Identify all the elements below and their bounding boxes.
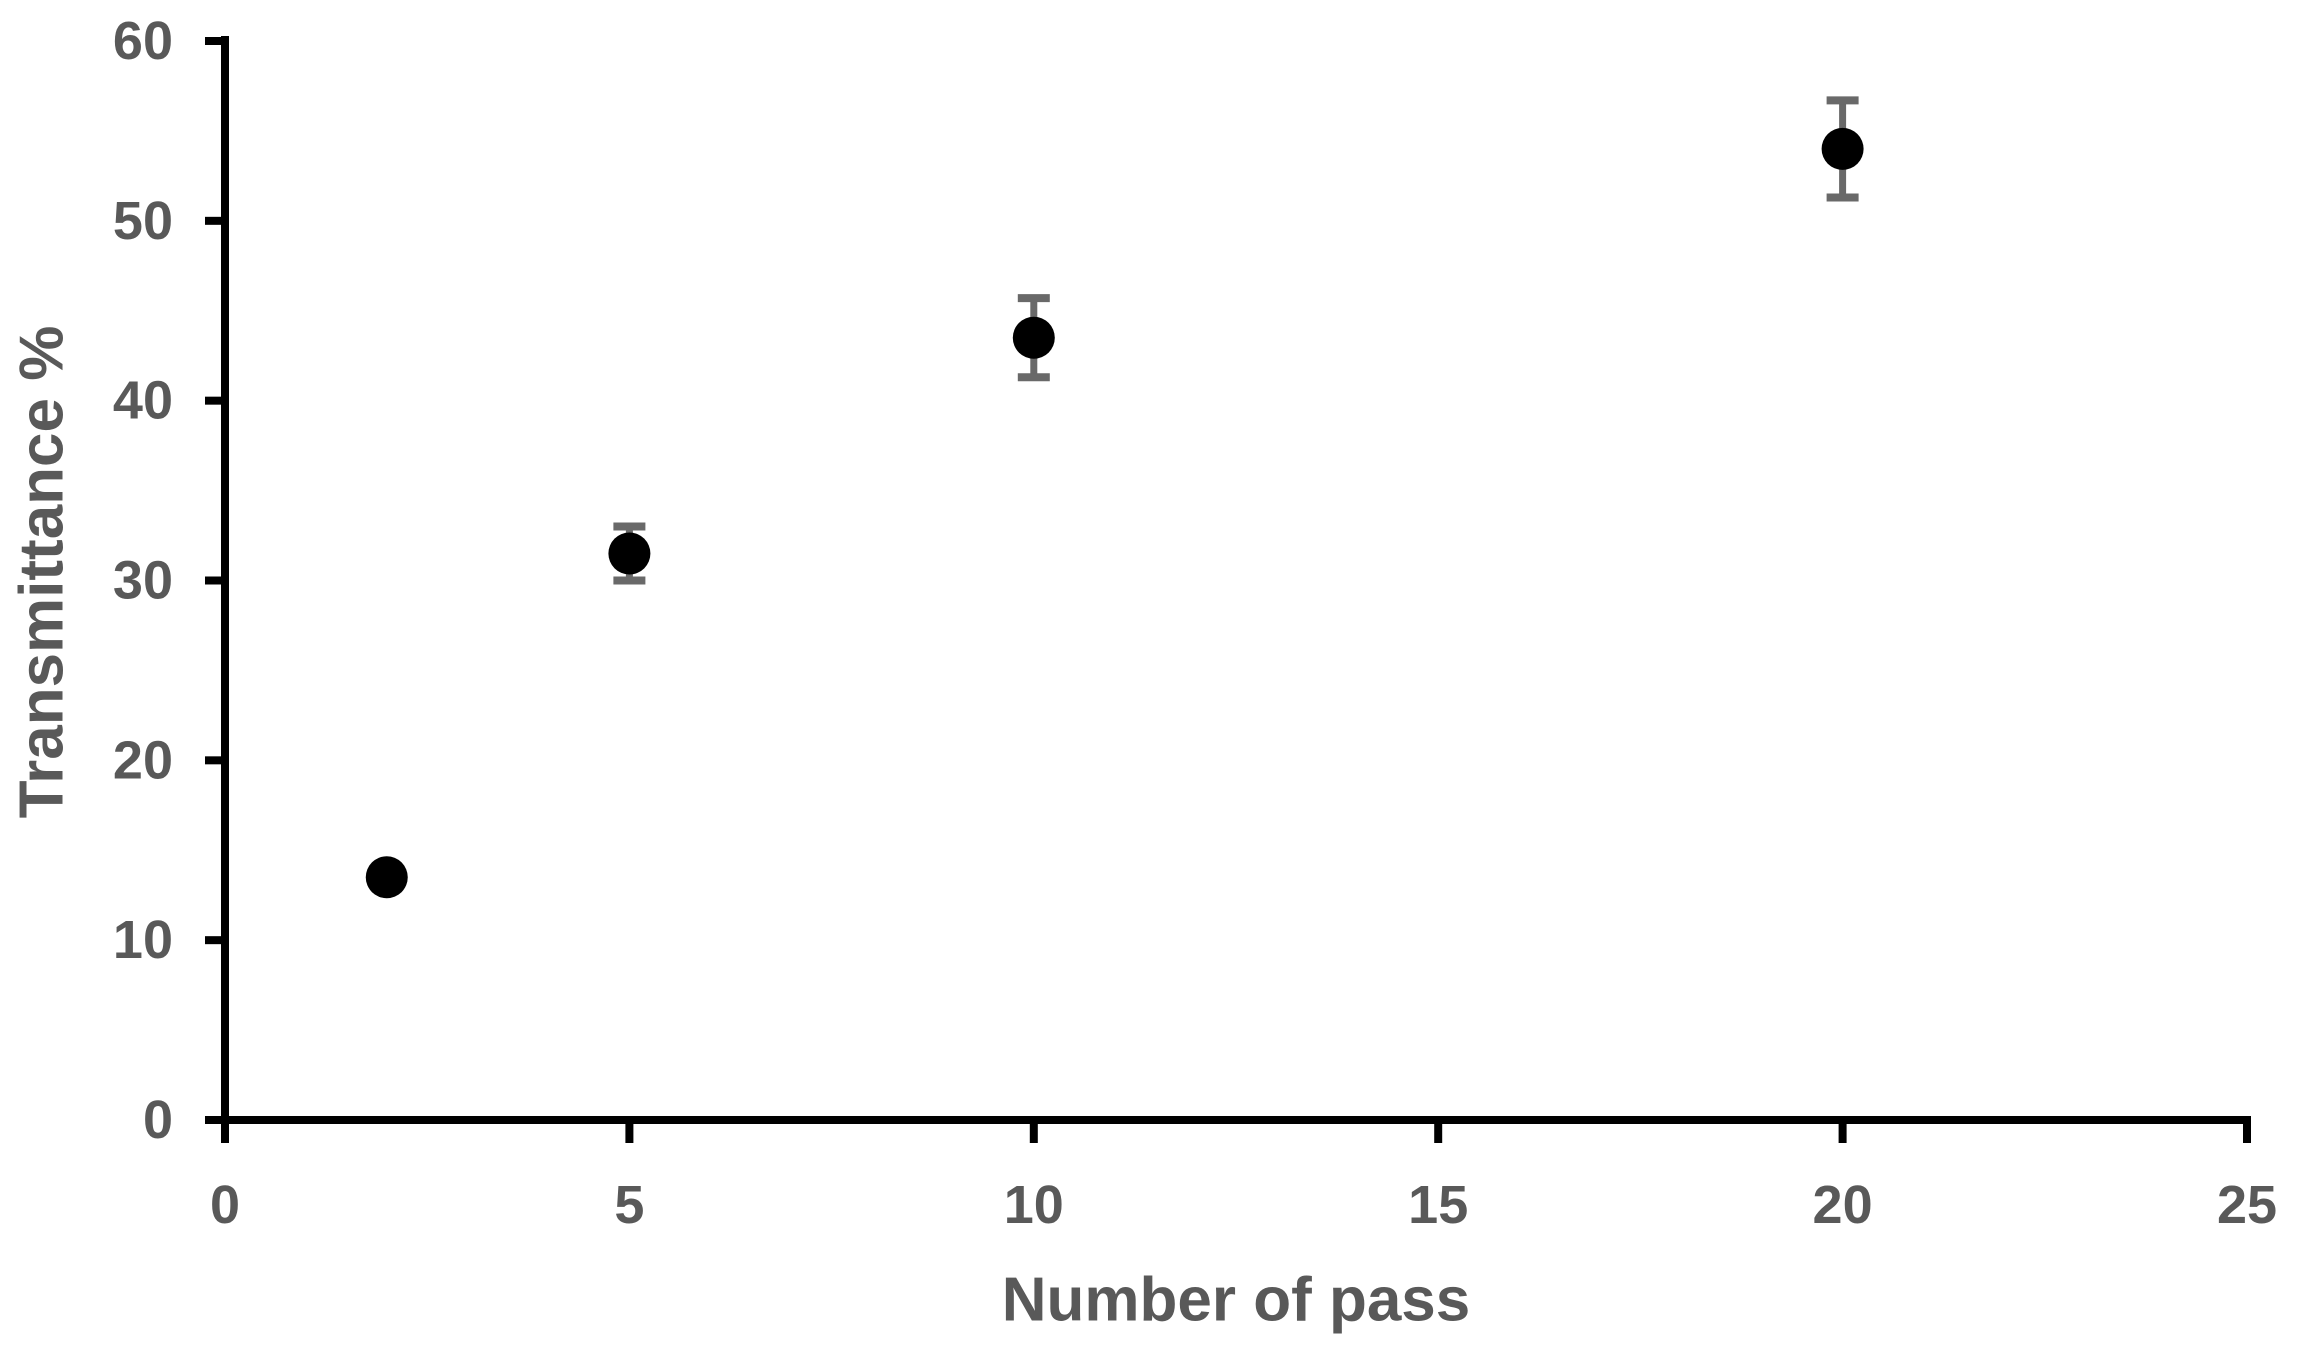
data-point-marker: [608, 532, 651, 575]
x-tick-label: 25: [2217, 1175, 2277, 1235]
y-tick-label: 10: [113, 910, 173, 970]
x-tick-label: 20: [1813, 1175, 1873, 1235]
y-tick-label: 40: [113, 371, 173, 431]
y-axis-title: Transmittance %: [7, 325, 77, 819]
y-tick-label: 60: [113, 11, 173, 71]
y-tick-label: 20: [113, 730, 173, 790]
data-point-marker: [1012, 316, 1055, 359]
y-tick-label: 50: [113, 191, 173, 251]
data-point-marker: [1821, 127, 1864, 170]
x-tick-label: 15: [1408, 1175, 1468, 1235]
x-axis-title: Number of pass: [1001, 1265, 1471, 1335]
x-tick-label: 10: [1004, 1175, 1064, 1235]
data-point-marker: [365, 856, 408, 899]
x-tick-label: 0: [210, 1175, 240, 1235]
y-tick-label: 30: [113, 551, 173, 611]
x-tick-label: 5: [614, 1175, 644, 1235]
y-tick-label: 0: [143, 1090, 173, 1150]
